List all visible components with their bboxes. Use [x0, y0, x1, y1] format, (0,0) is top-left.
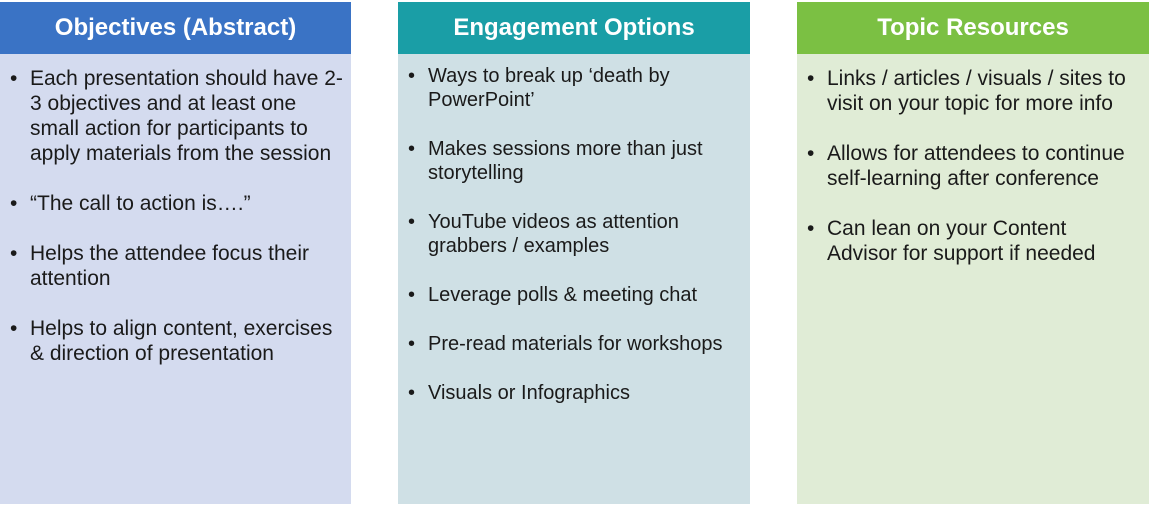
objectives-header: Objectives (Abstract) — [0, 2, 351, 54]
list-item: • Visuals or Infographics — [408, 382, 630, 404]
list-item: • Each presentation should have 2-3 objec… — [10, 67, 343, 165]
bullet: • — [408, 211, 416, 233]
list-item: • “The call to action is….” — [10, 192, 251, 215]
list-item: • Makes sessions more than just storytell… — [408, 138, 703, 184]
topic-resources-list: • Links / articles / visuals / sites to v… — [797, 54, 1149, 266]
bullet: • — [10, 67, 18, 90]
list-item: • Leverage polls & meeting chat — [408, 284, 698, 306]
list-item: • Links / articles / visuals / sites to v… — [807, 67, 1126, 115]
list-item: • Helps the attendee focus their attentio… — [10, 242, 310, 290]
bullet: • — [408, 333, 416, 355]
bullet: • — [408, 65, 416, 87]
topic-resources-column: Topic Resources • Links / articles / visu… — [797, 2, 1149, 504]
list-item: • Helps to align content, exercises & dir… — [10, 317, 333, 365]
list-item: • Ways to break up ‘death by PowerPoint’ — [408, 65, 670, 111]
list-item: • Can lean on your Content Advisor for su… — [807, 217, 1096, 265]
list-item: • Pre-read materials for workshops — [408, 333, 723, 355]
bullet: • — [408, 382, 416, 404]
bullet: • — [807, 67, 815, 90]
bullet: • — [10, 192, 18, 215]
bullet: • — [807, 142, 815, 165]
engagement-column: Engagement Options • Ways to break up ‘de… — [398, 2, 750, 504]
bullet: • — [408, 284, 416, 306]
list-item: • YouTube videos as attention grabbers / … — [408, 211, 679, 257]
bullet: • — [807, 217, 815, 240]
objectives-list: • Each presentation should have 2-3 objec… — [0, 54, 351, 366]
objectives-column: Objectives (Abstract) • Each presentation… — [0, 2, 351, 504]
bullet: • — [10, 317, 18, 340]
topic-resources-header: Topic Resources — [797, 2, 1149, 54]
engagement-header: Engagement Options — [398, 2, 750, 54]
list-item: • Allows for attendees to continue self-l… — [807, 142, 1125, 190]
bullet: • — [10, 242, 18, 265]
bullet: • — [408, 138, 416, 160]
engagement-list: • Ways to break up ‘death by PowerPoint’ … — [398, 54, 750, 405]
